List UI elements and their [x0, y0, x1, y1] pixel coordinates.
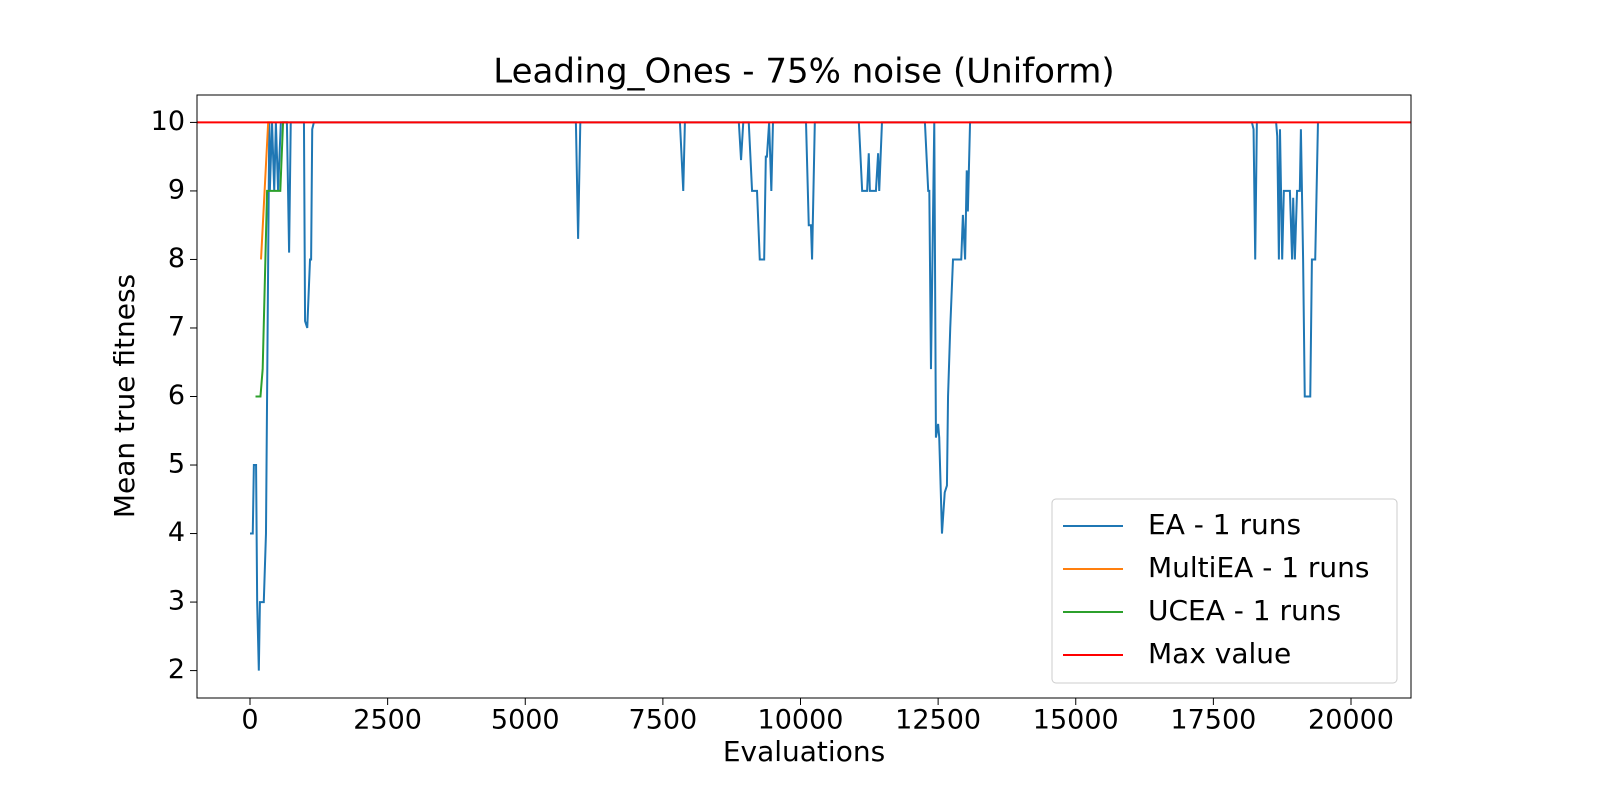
- y-tick-label: 6: [168, 380, 185, 411]
- x-tick-label: 7500: [629, 705, 698, 736]
- x-tick-label: 5000: [491, 705, 560, 736]
- y-tick-label: 4: [168, 517, 185, 548]
- x-tick-label: 17500: [1170, 705, 1256, 736]
- y-tick-label: 2: [168, 654, 185, 685]
- y-tick-label: 8: [168, 243, 185, 274]
- legend-label: MultiEA - 1 runs: [1148, 551, 1370, 584]
- x-tick-label: 0: [241, 705, 258, 736]
- x-tick-label: 2500: [353, 705, 422, 736]
- legend-label: UCEA - 1 runs: [1148, 594, 1341, 627]
- legend-label: Max value: [1148, 637, 1291, 670]
- y-axis-label: Mean true fitness: [108, 274, 141, 518]
- y-tick-label: 3: [168, 586, 185, 617]
- x-tick-label: 15000: [1033, 705, 1119, 736]
- series-line: [255, 121, 289, 398]
- plot-frame: [196, 94, 1412, 699]
- x-tick-label: 20000: [1308, 705, 1394, 736]
- x-tick-label: 10000: [758, 705, 844, 736]
- x-tick-label: 12500: [895, 705, 981, 736]
- y-tick-label: 5: [168, 449, 185, 480]
- legend-label: EA - 1 runs: [1148, 508, 1301, 541]
- y-tick-label: 10: [151, 106, 185, 137]
- x-axis-label: Evaluations: [723, 735, 885, 768]
- chart-title: Leading_Ones - 75% noise (Uniform): [493, 52, 1114, 92]
- series-line: [250, 121, 1319, 671]
- y-tick-label: 7: [168, 311, 185, 342]
- legend-box: [1051, 498, 1398, 684]
- y-tick-label: 9: [168, 174, 185, 205]
